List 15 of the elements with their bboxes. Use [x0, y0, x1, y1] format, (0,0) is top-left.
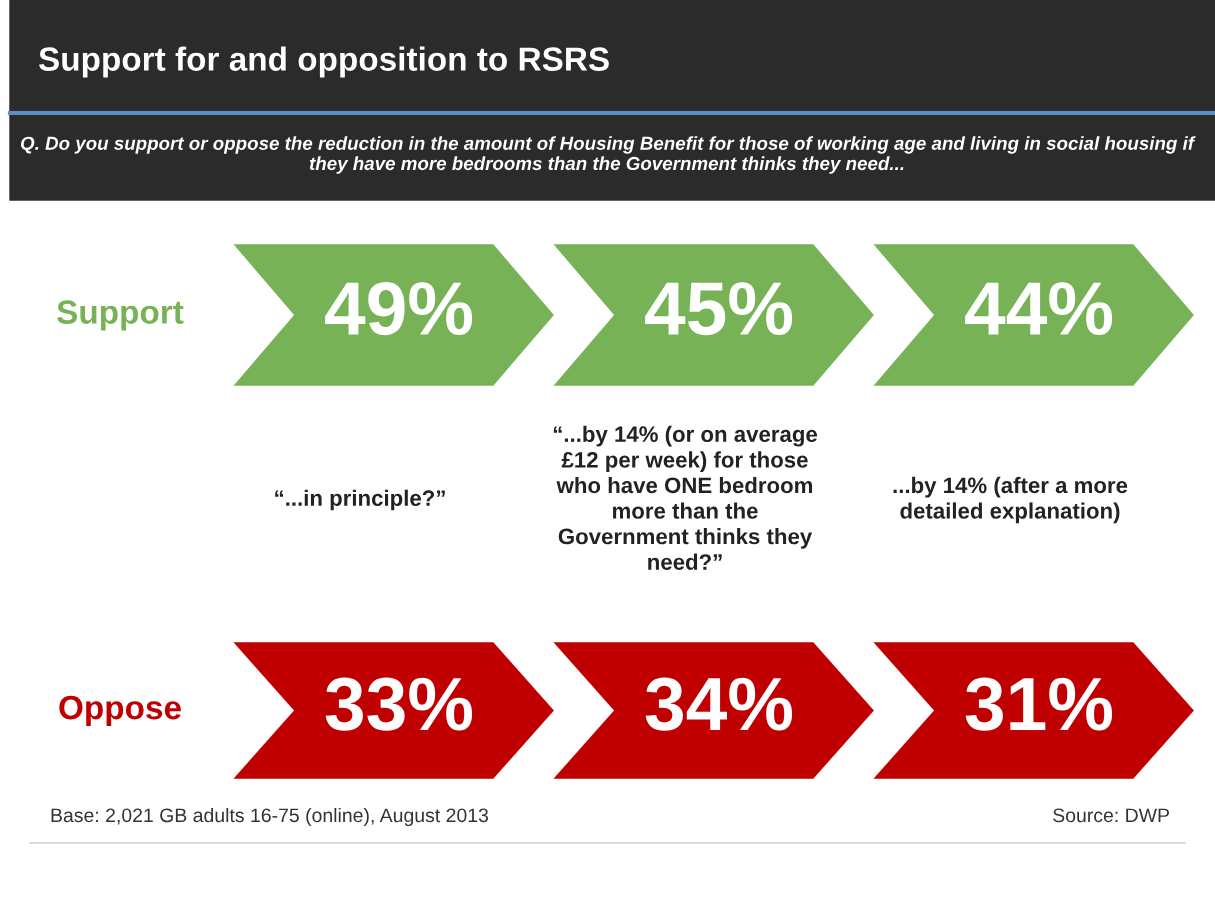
text: Oppose: [59, 695, 181, 727]
data-label: 49%: [325, 282, 473, 336]
category-label: “...by 14% (or on average £12 per week) for those who have ONE bedroom more than the Government thinks they need?”: [553, 425, 818, 570]
data-label: 44%: [965, 282, 1113, 335]
text: Base: 2,021 GB adults 16-75 (online), August 2013: [51, 807, 489, 827]
data-label: 31%: [965, 677, 1113, 731]
source-note: Source: DWP: [1053, 808, 1169, 823]
text: Q. Do you support or oppose the reduction in the amount of Housing Benefit for those of working age and living in social housing if they have more bedrooms than the Government thinks they need...: [20, 136, 1196, 174]
data-label: 34%: [645, 677, 793, 731]
data-label: 45%: [645, 282, 793, 336]
text: Support: [57, 300, 184, 331]
text: Support for and opposition to RSRS: [38, 46, 609, 78]
data-label: 33%: [325, 677, 473, 731]
category-label: “...in principle?”: [275, 489, 445, 511]
category-label: ...by 14% (after a more detailed explanation): [893, 476, 1128, 524]
